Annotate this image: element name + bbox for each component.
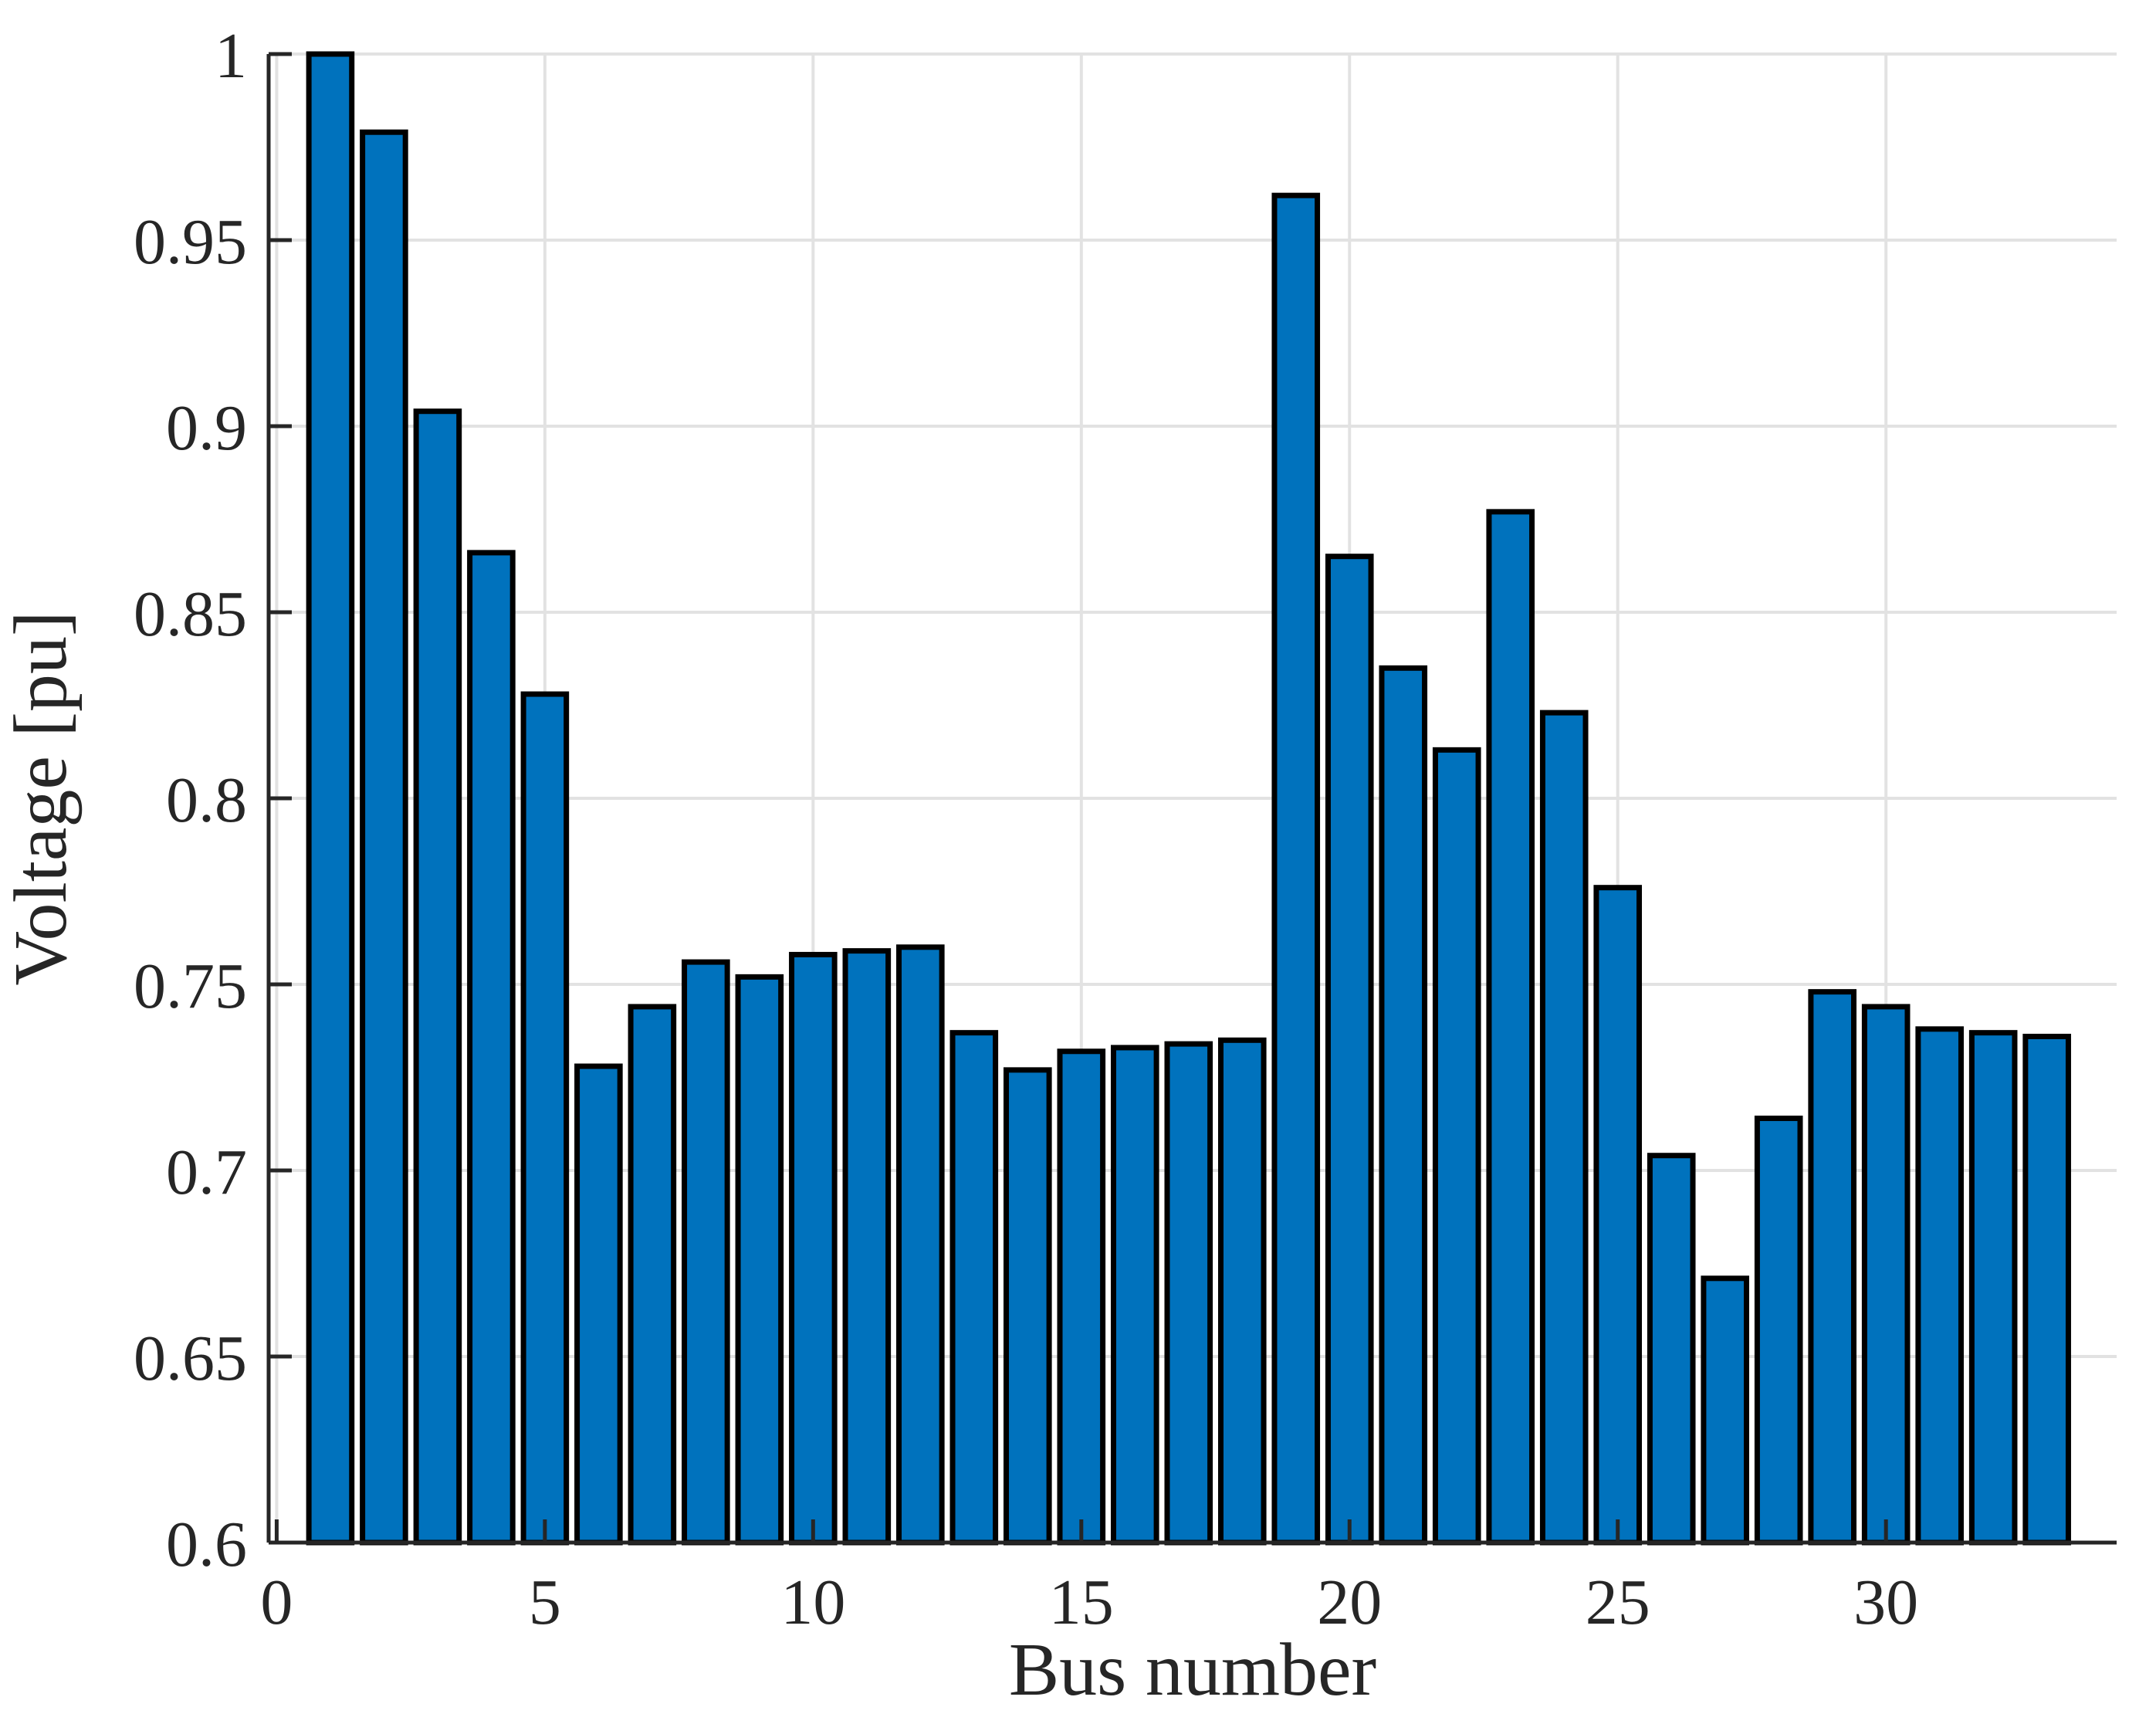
bar-bus-13 (949, 1030, 999, 1546)
y-tick-label-0.9: 0.9 (166, 392, 247, 464)
x-tick-label-20: 20 (1317, 1567, 1382, 1638)
bar-bus-27 (1701, 1275, 1750, 1546)
y-tick-label-0.95: 0.95 (134, 206, 247, 278)
bar-bus-5 (520, 691, 570, 1546)
bar-bus-21 (1379, 665, 1428, 1546)
y-tick-label-1: 1 (215, 20, 247, 92)
bar-bus-17 (1164, 1041, 1213, 1546)
y-tick-label-0.85: 0.85 (134, 578, 247, 650)
y-tick-label-0.8: 0.8 (166, 764, 247, 836)
axis-layer (266, 52, 2117, 1545)
bar-bus-2 (360, 129, 408, 1546)
x-tick-label-30: 30 (1853, 1567, 1918, 1638)
bar-bus-28 (1754, 1116, 1803, 1546)
bar-bus-30 (1861, 1004, 1911, 1546)
bar-bus-14 (1004, 1067, 1052, 1546)
bar-bus-7 (628, 1004, 677, 1546)
bar-bus-15 (1057, 1048, 1106, 1546)
bar-bus-25 (1593, 885, 1643, 1546)
y-tick-label-0.6: 0.6 (166, 1509, 247, 1580)
y-axis-label: Voltage [pu] (0, 611, 83, 985)
bar-bus-22 (1432, 747, 1481, 1546)
bar-bus-16 (1110, 1045, 1159, 1546)
x-tick-label-5: 5 (529, 1567, 561, 1638)
bar-bus-20 (1325, 554, 1374, 1546)
bar-bus-32 (1968, 1030, 2018, 1546)
bar-bus-18 (1217, 1037, 1267, 1546)
x-axis-label: Bus number (1009, 1628, 1376, 1712)
bar-bus-23 (1486, 509, 1535, 1546)
bar-bus-31 (1915, 1026, 1964, 1546)
bar-bus-8 (682, 959, 730, 1546)
bar-bus-26 (1647, 1153, 1696, 1546)
bar-bus-6 (574, 1063, 623, 1546)
bar-bus-9 (735, 974, 784, 1546)
bar-bus-12 (896, 944, 945, 1546)
y-tick-label-0.7: 0.7 (166, 1136, 247, 1208)
bar-bus-3 (413, 408, 462, 1546)
x-tick-label-10: 10 (780, 1567, 845, 1638)
x-tick-label-25: 25 (1586, 1567, 1650, 1638)
bar-bus-1 (306, 51, 355, 1546)
bar-bus-4 (467, 550, 516, 1546)
bar-bus-11 (842, 948, 892, 1546)
bar-bus-33 (2022, 1033, 2071, 1546)
y-tick-label-0.75: 0.75 (134, 950, 247, 1022)
y-tick-label-0.65: 0.65 (134, 1323, 247, 1394)
x-tick-label-0: 0 (260, 1567, 293, 1638)
bar-bus-29 (1808, 989, 1856, 1546)
bar-bus-24 (1539, 710, 1589, 1546)
x-tick-label-15: 15 (1049, 1567, 1114, 1638)
bar-bus-10 (789, 951, 838, 1546)
bar-bus-19 (1271, 192, 1321, 1546)
